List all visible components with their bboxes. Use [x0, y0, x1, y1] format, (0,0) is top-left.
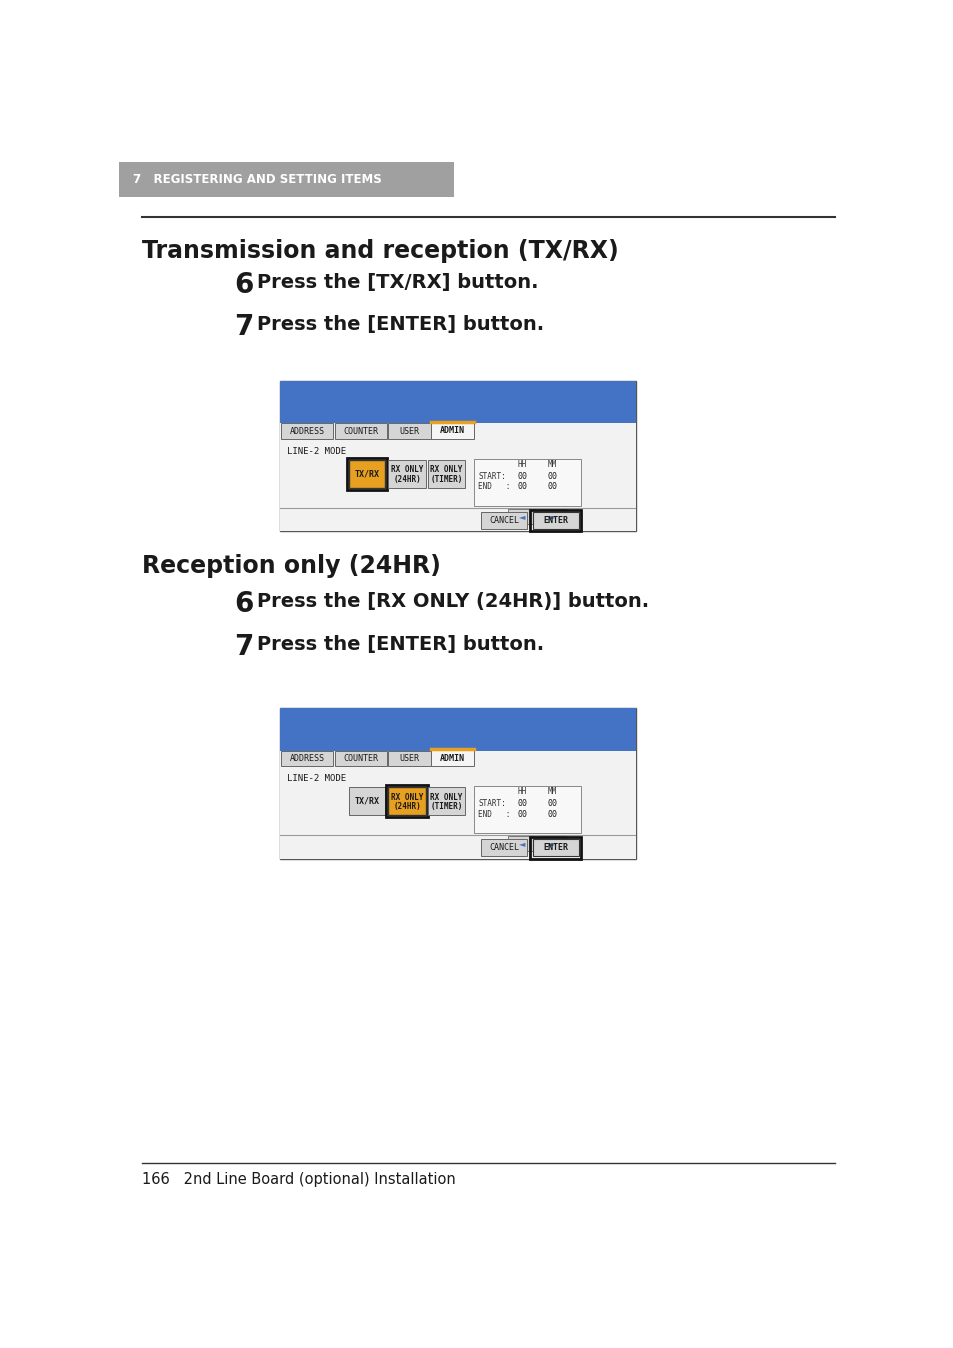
Bar	[474, 458, 580, 506]
Text: (24HR): (24HR)	[393, 802, 420, 811]
Text: RX ONLY: RX ONLY	[430, 465, 462, 474]
Bar	[279, 751, 636, 859]
Text: ADMIN: ADMIN	[439, 426, 465, 435]
Text: MM: MM	[547, 787, 557, 795]
Text: 00: 00	[546, 810, 557, 818]
Text: ENTER: ENTER	[543, 844, 568, 852]
Text: USER: USER	[399, 426, 419, 435]
Text: 00: 00	[517, 483, 527, 492]
Bar	[388, 787, 425, 816]
Text: 00: 00	[517, 472, 527, 481]
Text: HH: HH	[517, 787, 526, 795]
Text: END   :: END :	[477, 483, 510, 492]
Bar	[119, 162, 454, 197]
Bar	[349, 460, 384, 488]
Text: ◄: ◄	[518, 512, 525, 520]
Bar	[279, 709, 636, 859]
Text: 7: 7	[233, 634, 253, 661]
Text: Press the [TX/RX] button.: Press the [TX/RX] button.	[257, 274, 538, 293]
Text: END   :: END :	[477, 810, 510, 818]
Bar	[508, 508, 536, 524]
Bar	[279, 423, 636, 531]
Bar	[431, 422, 474, 439]
Bar	[530, 837, 580, 859]
Bar	[335, 751, 386, 766]
Bar	[480, 838, 527, 856]
Text: RX ONLY: RX ONLY	[391, 793, 423, 802]
Text: RX ONLY: RX ONLY	[430, 793, 462, 802]
Text: TX/RX: TX/RX	[355, 797, 379, 806]
Text: 6: 6	[233, 590, 253, 617]
Text: Press the [ENTER] button.: Press the [ENTER] button.	[257, 635, 544, 654]
Text: 00: 00	[517, 810, 527, 818]
Text: LINE-2 MODE: LINE-2 MODE	[287, 774, 346, 783]
Text: ADDRESS: ADDRESS	[290, 426, 324, 435]
Text: ►: ►	[548, 512, 555, 520]
Bar	[508, 836, 536, 851]
Text: ENTER: ENTER	[543, 516, 568, 524]
Bar	[532, 838, 578, 856]
Bar	[474, 786, 580, 833]
Text: COUNTER: COUNTER	[343, 754, 378, 763]
Text: CANCEL: CANCEL	[489, 516, 518, 524]
Text: 00: 00	[517, 799, 527, 809]
Text: Press the [RX ONLY (24HR)] button.: Press the [RX ONLY (24HR)] button.	[257, 592, 649, 611]
Bar	[480, 512, 527, 530]
Text: ◄: ◄	[518, 838, 525, 848]
Text: (TIMER): (TIMER)	[430, 802, 462, 811]
Text: ►: ►	[548, 838, 555, 848]
Text: Transmission and reception (TX/RX): Transmission and reception (TX/RX)	[142, 239, 618, 263]
Text: START:: START:	[477, 799, 505, 809]
Bar	[281, 751, 333, 766]
Bar	[279, 381, 636, 531]
Bar	[335, 423, 386, 439]
Bar	[427, 787, 464, 816]
Text: COUNTER: COUNTER	[343, 426, 378, 435]
Bar	[537, 508, 565, 524]
Text: TX/RX: TX/RX	[355, 469, 379, 479]
Text: 7   REGISTERING AND SETTING ITEMS: 7 REGISTERING AND SETTING ITEMS	[133, 173, 381, 186]
Text: 166   2nd Line Board (optional) Installation: 166 2nd Line Board (optional) Installati…	[142, 1173, 456, 1188]
Text: HH: HH	[517, 460, 526, 469]
Text: (TIMER): (TIMER)	[430, 474, 462, 484]
Text: Reception only (24HR): Reception only (24HR)	[142, 554, 441, 578]
Text: Press the [ENTER] button.: Press the [ENTER] button.	[257, 315, 544, 334]
Text: 6: 6	[233, 271, 253, 299]
Bar	[281, 423, 333, 439]
Text: USER: USER	[399, 754, 419, 763]
Bar	[427, 460, 464, 488]
Text: ADMIN: ADMIN	[439, 754, 465, 763]
Bar	[349, 787, 384, 816]
Bar	[386, 785, 428, 817]
Bar	[388, 423, 431, 439]
Bar	[532, 512, 578, 530]
Text: CANCEL: CANCEL	[489, 844, 518, 852]
Text: LINE-2 MODE: LINE-2 MODE	[287, 446, 346, 456]
Bar	[279, 381, 636, 423]
Bar	[537, 836, 565, 851]
Text: START:: START:	[477, 472, 505, 481]
Bar	[388, 460, 425, 488]
Text: ADDRESS: ADDRESS	[290, 754, 324, 763]
Text: 00: 00	[546, 799, 557, 809]
Text: 00: 00	[546, 483, 557, 492]
Text: MM: MM	[547, 460, 557, 469]
Bar	[347, 458, 387, 491]
Text: (24HR): (24HR)	[393, 474, 420, 484]
Bar	[530, 510, 580, 531]
Bar	[279, 709, 636, 751]
Text: RX ONLY: RX ONLY	[391, 465, 423, 474]
Text: 00: 00	[546, 472, 557, 481]
Bar	[388, 751, 431, 766]
Bar	[431, 749, 474, 767]
Text: 7: 7	[233, 313, 253, 341]
